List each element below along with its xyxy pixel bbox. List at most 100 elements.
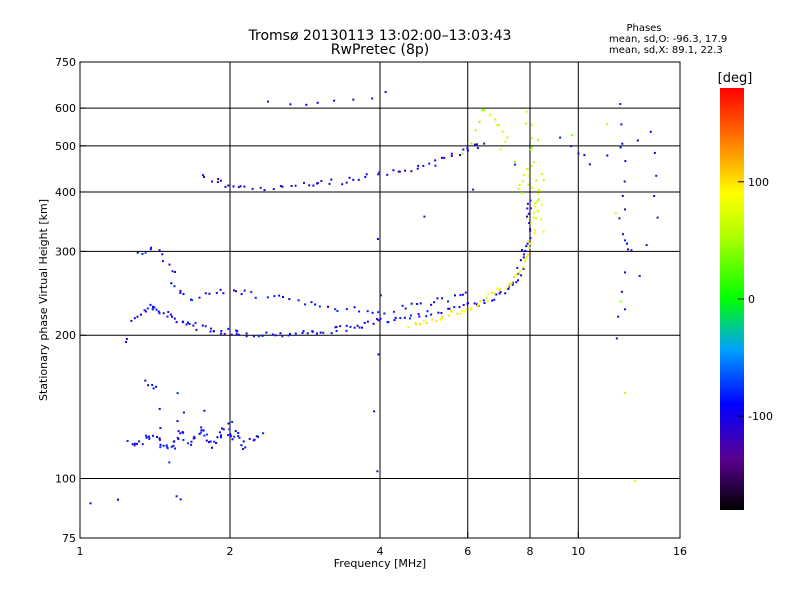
echo-point: [481, 109, 484, 112]
echo-point: [316, 332, 318, 335]
echo-point: [525, 167, 528, 170]
echo-point: [179, 498, 182, 501]
echo-point: [125, 338, 128, 340]
echo-point: [223, 333, 226, 335]
echo-point: [149, 303, 152, 306]
echo-point: [207, 441, 210, 444]
echo-point: [487, 293, 490, 296]
echo-point: [618, 217, 621, 220]
echo-point: [476, 305, 479, 308]
echo-point: [204, 292, 207, 295]
echo-point: [133, 444, 136, 447]
echo-point: [251, 187, 254, 190]
echo-point: [619, 146, 622, 149]
echo-point: [314, 303, 317, 306]
echo-point: [230, 333, 233, 336]
echo-point: [185, 323, 188, 326]
echo-point: [448, 307, 451, 310]
echo-point: [626, 242, 628, 245]
echo-point: [282, 296, 284, 298]
echo-point: [190, 443, 193, 446]
echo-point: [237, 432, 240, 434]
echo-point: [376, 318, 379, 320]
echo-point: [301, 332, 304, 335]
echo-point: [245, 332, 248, 335]
echo-point: [219, 179, 222, 182]
echo-point: [403, 316, 406, 319]
echo-point: [482, 299, 485, 302]
echo-point: [606, 123, 609, 126]
y-tick-label: 75: [62, 532, 76, 545]
echo-point: [330, 332, 333, 335]
echo-point: [469, 307, 472, 309]
echo-point: [622, 233, 624, 236]
echo-point: [201, 324, 204, 327]
echo-point: [519, 270, 522, 273]
echo-point: [524, 249, 527, 252]
echo-point: [373, 410, 376, 413]
echo-point: [151, 308, 154, 311]
echo-point: [461, 152, 464, 155]
echo-point: [228, 428, 231, 431]
echo-point: [158, 249, 161, 252]
echo-point: [533, 232, 536, 235]
echo-point: [155, 385, 158, 388]
echo-point: [240, 444, 243, 447]
echo-point: [176, 392, 179, 395]
echo-point: [620, 290, 623, 293]
echo-point: [378, 171, 381, 174]
echo-point: [311, 330, 314, 333]
echo-point: [377, 311, 380, 314]
echo-point: [194, 322, 197, 325]
echo-point: [173, 317, 176, 320]
echo-point: [398, 170, 401, 173]
echo-point: [221, 427, 223, 430]
echo-point: [156, 436, 158, 438]
echo-point: [527, 183, 530, 186]
echo-point: [477, 304, 480, 307]
echo-point: [287, 334, 290, 337]
echo-point: [434, 159, 437, 162]
echo-point: [219, 436, 222, 439]
echo-point: [148, 437, 151, 440]
echo-point: [240, 293, 243, 296]
echo-point: [417, 313, 420, 315]
echo-point: [483, 108, 486, 111]
x-tick-label: 10: [571, 545, 585, 558]
echo-point: [523, 253, 525, 256]
x-tick-label: 6: [464, 545, 471, 558]
echo-point: [518, 183, 521, 186]
echo-point: [339, 325, 342, 328]
echo-point: [279, 185, 282, 187]
echo-point: [530, 123, 533, 126]
echo-point: [408, 317, 411, 320]
echo-point: [522, 174, 525, 176]
echo-point: [615, 337, 618, 340]
echo-point: [215, 442, 218, 444]
echo-point: [177, 438, 180, 440]
echo-point: [167, 311, 170, 313]
y-tick-label: 600: [55, 102, 76, 115]
echo-point: [499, 290, 502, 293]
echo-point: [195, 328, 198, 331]
echo-point: [461, 293, 464, 296]
echo-point: [253, 438, 256, 441]
echo-point: [192, 324, 195, 327]
echo-point: [436, 297, 439, 300]
echo-point: [233, 435, 236, 438]
echo-point: [621, 142, 624, 145]
echo-point: [525, 245, 528, 248]
echo-point: [638, 274, 641, 277]
echo-point: [126, 440, 129, 442]
echo-point: [203, 434, 206, 437]
echo-point: [233, 289, 235, 292]
echo-point: [377, 319, 380, 322]
echo-point: [358, 326, 361, 329]
echo-point: [533, 205, 536, 208]
echo-point: [145, 310, 147, 313]
echo-point: [466, 147, 469, 150]
echo-point: [349, 325, 352, 328]
echo-point: [174, 271, 176, 273]
echo-point: [279, 332, 282, 335]
echo-point: [139, 313, 142, 316]
